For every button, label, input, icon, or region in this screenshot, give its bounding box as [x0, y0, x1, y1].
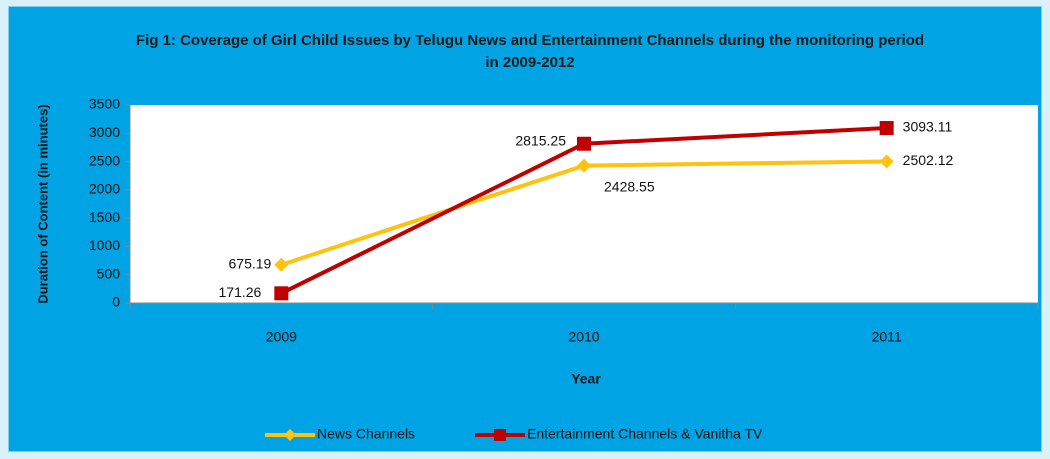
- legend-label: News Channels: [317, 426, 415, 442]
- data-label: 2815.25: [515, 132, 566, 148]
- y-tick-label: 1000: [89, 237, 120, 253]
- y-tick-label: 3500: [89, 96, 120, 112]
- legend-marker: [494, 429, 507, 441]
- marker: [577, 136, 591, 151]
- marker: [879, 154, 894, 169]
- y-tick-label: 1500: [89, 209, 120, 225]
- y-tick-label: 2500: [89, 152, 120, 168]
- data-label: 675.19: [229, 256, 272, 272]
- marker: [577, 158, 591, 173]
- y-tick-label: 0: [112, 294, 120, 310]
- data-label: 2428.55: [604, 178, 655, 194]
- x-tick-label: 2011: [872, 329, 902, 345]
- y-tick-label: 2000: [89, 181, 120, 197]
- marker: [879, 121, 894, 136]
- x-tick-label: 2010: [568, 329, 599, 345]
- data-label: 2502.12: [903, 152, 954, 168]
- data-label: 171.26: [219, 284, 262, 300]
- data-label: 3093.11: [903, 119, 953, 135]
- legend-marker: [284, 429, 296, 441]
- marker: [274, 286, 289, 301]
- marker: [274, 257, 289, 272]
- x-axis-label: Year: [571, 371, 601, 387]
- y-axis-label: Duration of Content (in minutes): [35, 104, 50, 303]
- y-tick-label: 500: [97, 265, 121, 281]
- y-tick-label: 3000: [89, 124, 120, 140]
- legend-label: Entertainment Channels & Vanitha TV: [527, 426, 763, 442]
- x-tick-label: 2009: [266, 329, 297, 345]
- chart-title: Fig 1: Coverage of Girl Child Issues by …: [135, 32, 925, 71]
